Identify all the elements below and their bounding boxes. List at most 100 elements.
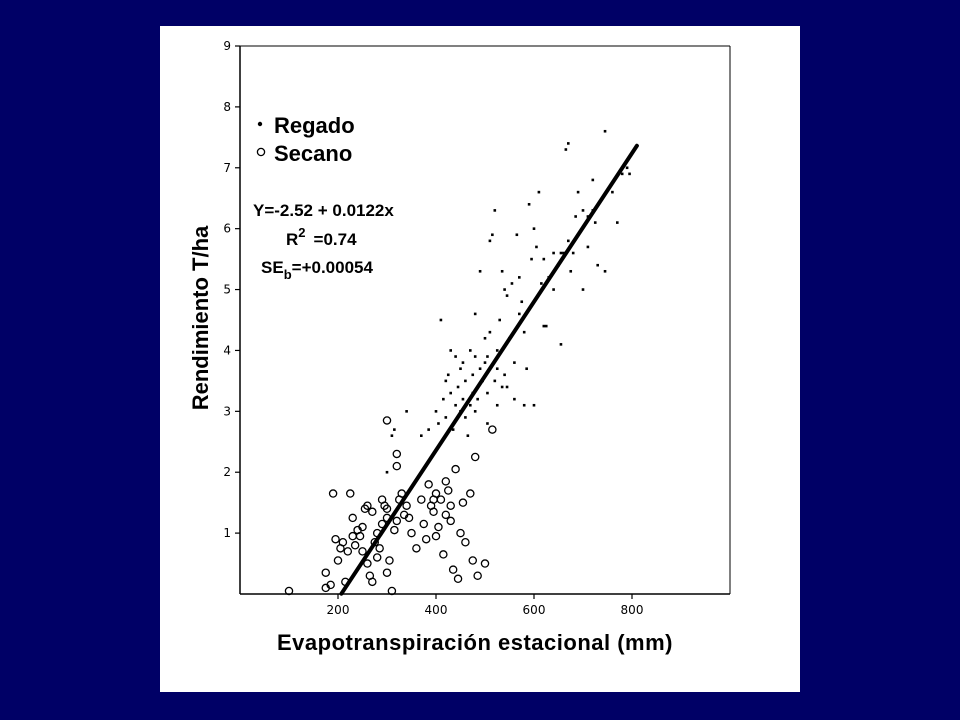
scatter-chart: 1 2 3 4 5 6 7 8 9 200 400 600 800 Evapotranspiració… [188,39,731,655]
regado-point [442,397,445,401]
regado-point [500,269,504,273]
plot-area [239,45,731,595]
regado-point [520,300,524,304]
regado-point [488,239,492,243]
x-axis-title: Evapotranspiración estacional (mm) [277,630,673,655]
regado-point [535,245,538,249]
regado-point [473,355,477,358]
x-ticks: 200 400 600 800 [327,594,644,617]
equation-line: Y=-2.52 + 0.0122x [253,201,394,220]
secano-point [419,519,428,529]
secano-point [328,489,338,498]
regado-point [483,361,487,364]
y-tick-label: 2 [223,465,231,479]
regado-point [576,190,580,194]
regado-point [542,324,546,328]
regado-point [522,330,526,334]
secano-point [446,516,455,526]
regado-point [593,221,597,224]
regado-point [495,367,499,371]
regado-point [540,282,543,285]
regado-point [532,227,536,230]
regado-point [444,416,448,419]
regado-point [456,385,460,389]
secano-point [417,495,426,504]
secano-point [363,559,372,568]
regado-point [518,312,521,316]
legend-secano-label: Secano [274,141,352,166]
regado-point [486,391,489,395]
regado-point [569,269,573,273]
x-tick-label: 600 [523,603,546,617]
secano-point [387,586,397,596]
regado-point [385,470,389,474]
y-tick-label: 1 [223,526,231,540]
regado-point [495,349,499,352]
x-tick-label: 400 [425,603,448,617]
regado-point [513,397,516,401]
r-squared-value: =0.74 [314,230,358,249]
regado-point [454,355,457,358]
secano-point [431,531,441,541]
regado-point [532,403,536,407]
regado-point [625,166,629,170]
regado-point [478,269,482,273]
regado-point [518,276,521,279]
r-squared-label: R [286,230,298,249]
regado-point [393,428,396,431]
regado-point [498,318,501,322]
regado-point [616,221,619,224]
regado-point [530,257,533,261]
regado-point [544,324,548,328]
secano-point [480,559,490,568]
regado-point [449,349,452,352]
regado-point [451,428,455,431]
r-squared-line: R2 =0.74 [286,225,357,249]
regado-point [461,361,465,364]
secano-point [412,544,421,553]
secano-point [407,528,416,538]
regado-point [620,172,624,176]
secano-point [392,449,402,459]
x-tick-label: 800 [621,603,644,617]
regado-point [574,215,577,218]
standard-error-subscript: b [284,267,292,282]
regado-point [464,379,467,383]
secano-point [326,580,335,590]
regado-point [464,416,467,419]
regado-point [559,251,563,255]
secano-point [382,568,392,577]
y-tick-label: 4 [223,343,231,357]
regression-line [339,143,639,596]
secano-point [446,501,455,510]
secano-point [453,574,463,584]
r-squared-superscript: 2 [298,225,305,240]
regado-point [564,148,568,151]
regado-point [596,263,599,267]
secano-point [470,452,480,462]
regado-point [552,288,555,291]
secano-point [345,489,355,498]
secano-point [451,464,460,474]
regado-point [567,142,570,145]
secano-point [321,568,330,577]
regado-point [562,251,565,255]
secano-point [458,498,468,507]
secano-point [429,507,438,517]
secano-point [368,577,377,587]
regado-point [559,343,563,346]
legend-regado-marker [257,121,263,127]
y-axis-title: Rendimiento T/ha [188,225,213,410]
regado-point [542,257,546,261]
secano-point [448,565,458,574]
regado-point [527,203,531,206]
chart-panel: 1 2 3 4 5 6 7 8 9 200 400 600 800 Evapotranspiració… [160,26,800,692]
secano-point [488,425,497,434]
regado-point [469,403,472,407]
secano-point [368,507,377,517]
regado-point [486,422,489,425]
secano-point [343,547,353,556]
regado-point [505,294,509,297]
regado-point [552,251,555,255]
regado-point [454,403,457,407]
